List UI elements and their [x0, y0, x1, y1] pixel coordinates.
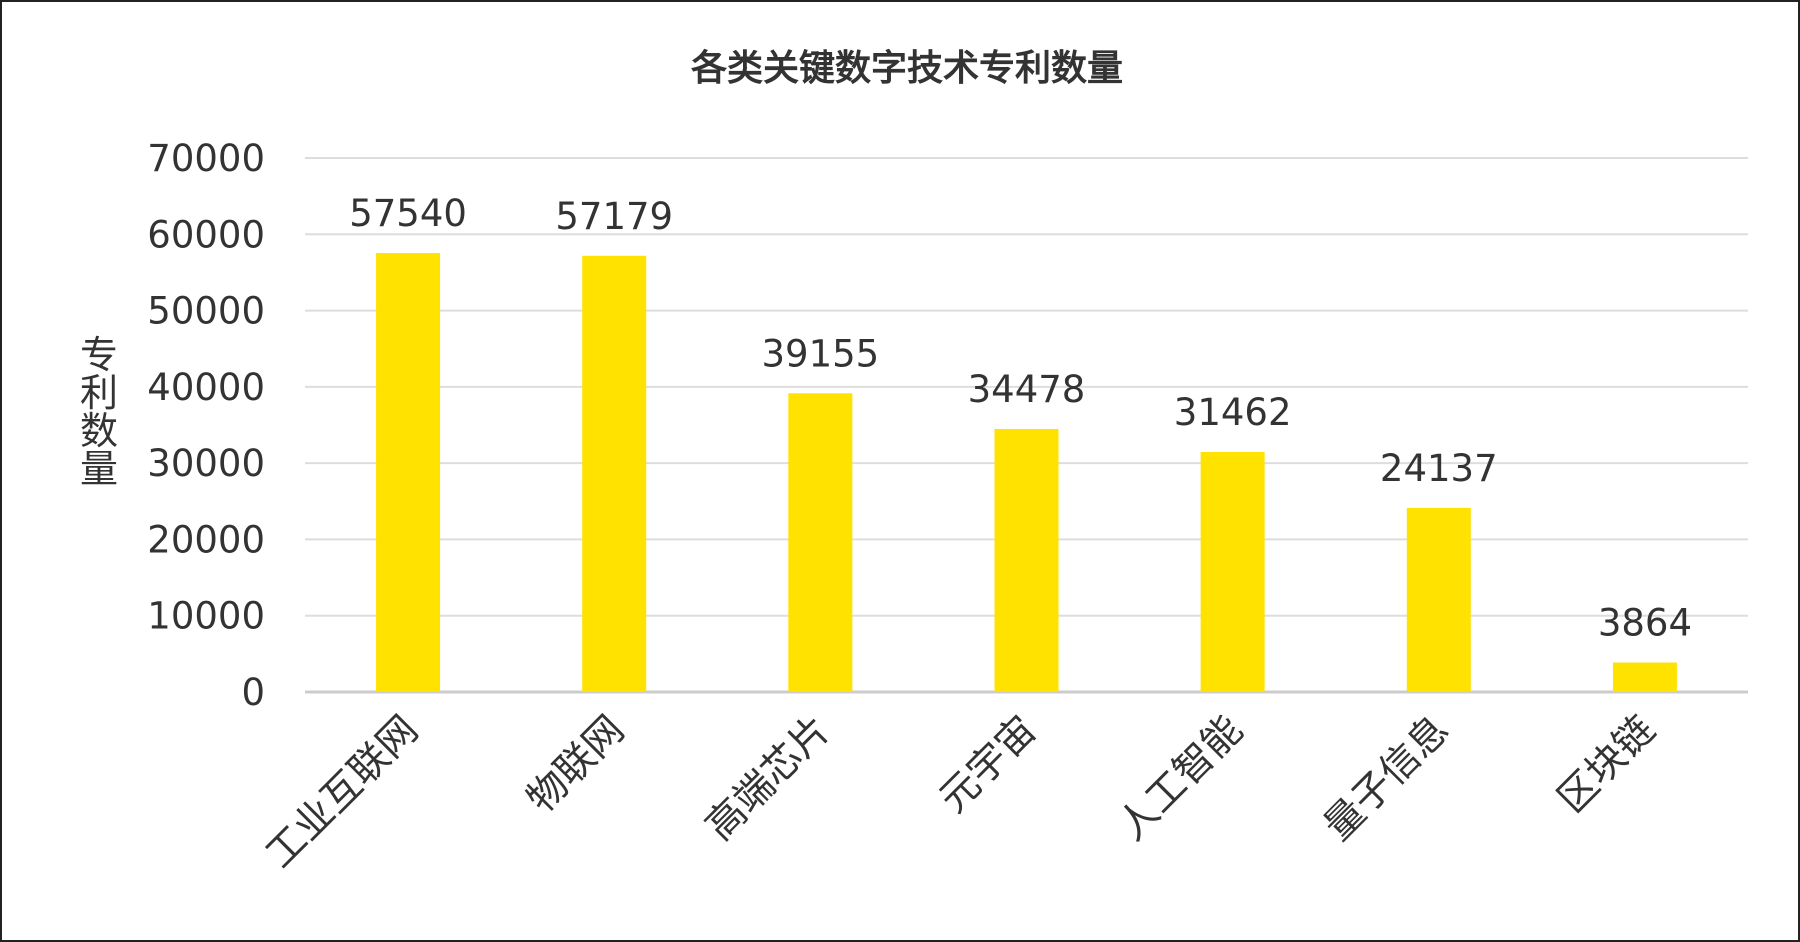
category-label: 高端芯片 [697, 707, 839, 849]
data-label: 57540 [349, 192, 467, 235]
y-tick-label: 60000 [147, 213, 265, 256]
bar [994, 428, 1059, 692]
category-label: 元宇宙 [931, 707, 1046, 822]
bars [376, 253, 1677, 692]
category-label: 工业互联网 [257, 707, 427, 877]
y-tick-label: 50000 [147, 290, 265, 333]
bar [376, 253, 441, 692]
data-label: 39155 [762, 332, 880, 375]
bar [1200, 451, 1265, 692]
category-label: 区块链 [1549, 707, 1664, 822]
chart-title: 各类关键数字技术专利数量 [691, 48, 1123, 89]
bar [1406, 507, 1471, 692]
data-label: 24137 [1380, 447, 1498, 490]
y-tick-label: 20000 [147, 518, 265, 561]
data-label: 31462 [1174, 391, 1292, 434]
bar [788, 393, 853, 692]
y-axis-ticks: 0 10000 20000 30000 40000 50000 60000 70000 [147, 137, 265, 714]
y-tick-label: 40000 [147, 366, 265, 409]
gridlines [305, 157, 1748, 694]
category-label: 物联网 [519, 707, 634, 822]
category-label: 量子信息 [1316, 707, 1458, 849]
bar [582, 255, 647, 692]
y-axis-title: 专利数量 [80, 333, 118, 491]
bar [1612, 662, 1677, 692]
data-label: 3864 [1598, 602, 1692, 645]
y-tick-label: 30000 [147, 442, 265, 485]
y-tick-label: 0 [241, 671, 265, 714]
y-axis-label: 专利数量 [80, 333, 118, 491]
data-labels: 57540 57179 39155 34478 31462 24137 3864 [349, 192, 1692, 644]
y-tick-label: 70000 [147, 137, 265, 180]
y-tick-label: 10000 [147, 595, 265, 638]
category-labels: 工业互联网 物联网 高端芯片 元宇宙 人工智能 量子信息 区块链 [257, 707, 1664, 877]
data-label: 57179 [555, 195, 673, 238]
data-label: 34478 [968, 368, 1086, 411]
category-label: 人工智能 [1110, 707, 1252, 849]
